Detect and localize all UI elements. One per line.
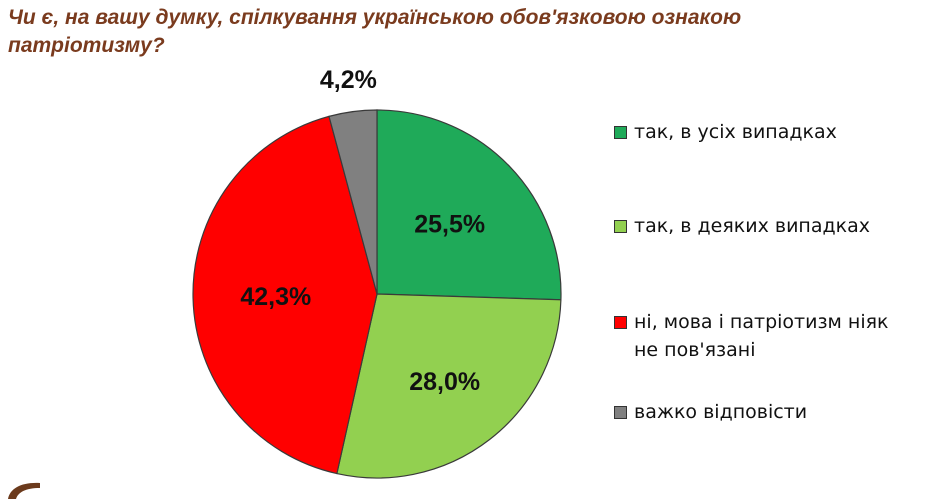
data-label: 4,2%: [320, 66, 377, 94]
legend-label: так, в усіх випадках: [634, 121, 837, 143]
legend-label: важко відповісти: [634, 401, 808, 423]
corner-decoration-icon: [8, 482, 40, 499]
data-label: 25,5%: [414, 211, 485, 239]
pie-slice-some-cases: [336, 293, 562, 479]
legend-item-some-cases: так, в деяких випадках: [614, 212, 934, 240]
legend-swatch-lightgreen: [614, 220, 627, 233]
pie-data-labels: 25,5% 28,0% 42,3% 4,2%: [240, 66, 485, 396]
legend-item-hard-to-say: важко відповісти: [614, 398, 934, 426]
legend-swatch-gray: [614, 406, 627, 419]
pie-slice-hard-to-say: [328, 109, 378, 295]
chart-title: Чи є, на вашу думку, спілкування українс…: [8, 6, 742, 57]
legend-label: так, в деяких випадках: [634, 215, 870, 237]
legend-item-all-cases: так, в усіх випадках: [614, 118, 934, 146]
legend-swatch-green: [614, 126, 627, 139]
data-label: 42,3%: [240, 283, 311, 311]
legend-item-not-related: ні, мова і патріотизм ніяк не пов'язані: [614, 308, 914, 364]
data-label: 28,0%: [409, 368, 480, 396]
legend-label: ні, мова і патріотизм ніяк не пов'язані: [634, 311, 889, 361]
legend-swatch-red: [614, 316, 627, 329]
pie-slice-all-cases: [376, 109, 562, 301]
pie-slices: [192, 109, 562, 479]
pie-slice-not-related: [192, 115, 378, 475]
